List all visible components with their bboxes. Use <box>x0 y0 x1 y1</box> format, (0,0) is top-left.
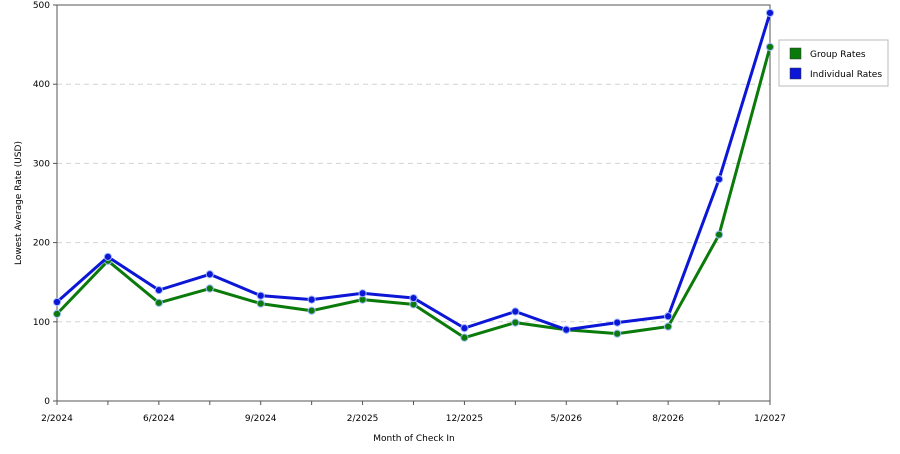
x-tick-label: 9/2024 <box>245 414 277 424</box>
x-tick-label: 2/2025 <box>347 414 379 424</box>
data-point <box>205 270 214 279</box>
y-tick-label: 300 <box>33 159 50 169</box>
x-axis-label: Month of Check In <box>373 434 455 444</box>
y-axis-label: Lowest Average Rate (USD) <box>14 141 24 265</box>
data-point <box>154 286 163 295</box>
axes: 0 100 200 300 400 500 2/2024 6/2024 9/2024 2/2025… <box>33 1 786 424</box>
data-point <box>256 299 265 308</box>
y-tick-label: 400 <box>33 80 50 90</box>
y-tick-label: 0 <box>44 397 50 407</box>
data-point <box>52 297 62 307</box>
series-line <box>56 12 772 332</box>
x-tick-label: 12/2025 <box>446 414 483 424</box>
data-point <box>358 289 367 298</box>
data-point <box>307 306 316 315</box>
data-point <box>511 307 520 316</box>
data-point <box>154 298 163 307</box>
data-point <box>256 291 265 300</box>
data-point <box>664 322 673 331</box>
series <box>52 8 775 342</box>
data-point <box>511 318 520 327</box>
x-tick-label: 6/2024 <box>143 414 175 424</box>
data-point <box>765 42 775 52</box>
data-point <box>205 284 214 293</box>
gridlines <box>57 83 770 323</box>
x-tick-label: 8/2026 <box>652 414 684 424</box>
data-point <box>103 252 113 261</box>
legend-swatch <box>789 67 802 80</box>
data-point <box>460 333 469 342</box>
x-tick-label: 1/2027 <box>754 414 786 424</box>
legend-swatch <box>789 47 802 60</box>
data-point <box>409 293 418 303</box>
data-point <box>714 175 724 184</box>
legend-label: Group Rates <box>810 50 866 60</box>
data-point <box>613 329 622 338</box>
data-point <box>714 230 724 239</box>
data-point <box>664 312 673 321</box>
data-point <box>613 318 622 327</box>
x-tick-label: 2/2024 <box>41 414 73 424</box>
x-tick-label: 5/2026 <box>550 414 582 424</box>
data-point <box>562 325 571 334</box>
y-tick-label: 200 <box>33 239 50 249</box>
plot-frame <box>56 4 771 402</box>
data-point <box>307 295 316 304</box>
data-point <box>52 309 62 318</box>
y-tick-label: 100 <box>33 318 50 328</box>
y-tick-label: 500 <box>33 1 50 11</box>
legend-label: Individual Rates <box>810 70 882 80</box>
legend: Group Rates Individual Rates <box>778 39 889 87</box>
data-point <box>765 8 775 18</box>
data-point <box>460 324 469 333</box>
